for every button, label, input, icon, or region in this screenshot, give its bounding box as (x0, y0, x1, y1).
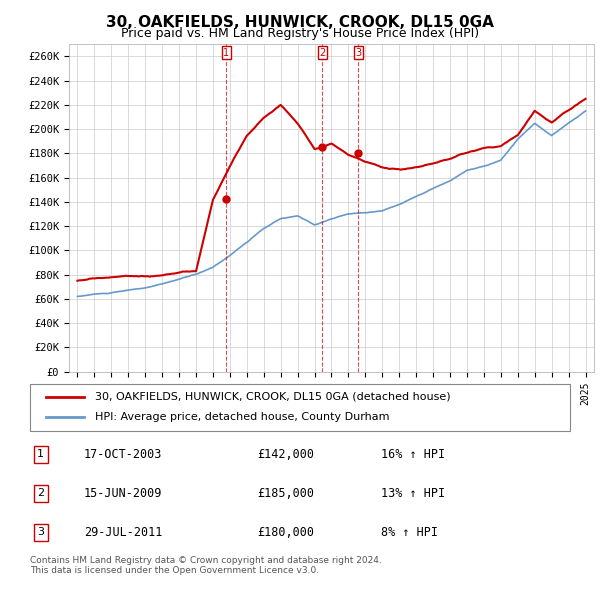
Text: 8% ↑ HPI: 8% ↑ HPI (381, 526, 438, 539)
FancyBboxPatch shape (30, 384, 570, 431)
Text: 3: 3 (355, 48, 361, 58)
Text: 2: 2 (319, 48, 325, 58)
Text: 1: 1 (223, 48, 229, 58)
Text: 3: 3 (37, 527, 44, 537)
Text: 1: 1 (37, 450, 44, 459)
Text: £180,000: £180,000 (257, 526, 314, 539)
Text: HPI: Average price, detached house, County Durham: HPI: Average price, detached house, Coun… (95, 412, 389, 422)
Text: 30, OAKFIELDS, HUNWICK, CROOK, DL15 0GA (detached house): 30, OAKFIELDS, HUNWICK, CROOK, DL15 0GA … (95, 392, 451, 402)
Text: 2: 2 (37, 489, 44, 498)
Text: 16% ↑ HPI: 16% ↑ HPI (381, 448, 445, 461)
Text: Price paid vs. HM Land Registry's House Price Index (HPI): Price paid vs. HM Land Registry's House … (121, 27, 479, 40)
Text: 13% ↑ HPI: 13% ↑ HPI (381, 487, 445, 500)
Text: 17-OCT-2003: 17-OCT-2003 (84, 448, 163, 461)
Text: £185,000: £185,000 (257, 487, 314, 500)
Text: 29-JUL-2011: 29-JUL-2011 (84, 526, 163, 539)
Text: Contains HM Land Registry data © Crown copyright and database right 2024.
This d: Contains HM Land Registry data © Crown c… (30, 556, 382, 575)
Text: £142,000: £142,000 (257, 448, 314, 461)
Text: 30, OAKFIELDS, HUNWICK, CROOK, DL15 0GA: 30, OAKFIELDS, HUNWICK, CROOK, DL15 0GA (106, 15, 494, 30)
Text: 15-JUN-2009: 15-JUN-2009 (84, 487, 163, 500)
